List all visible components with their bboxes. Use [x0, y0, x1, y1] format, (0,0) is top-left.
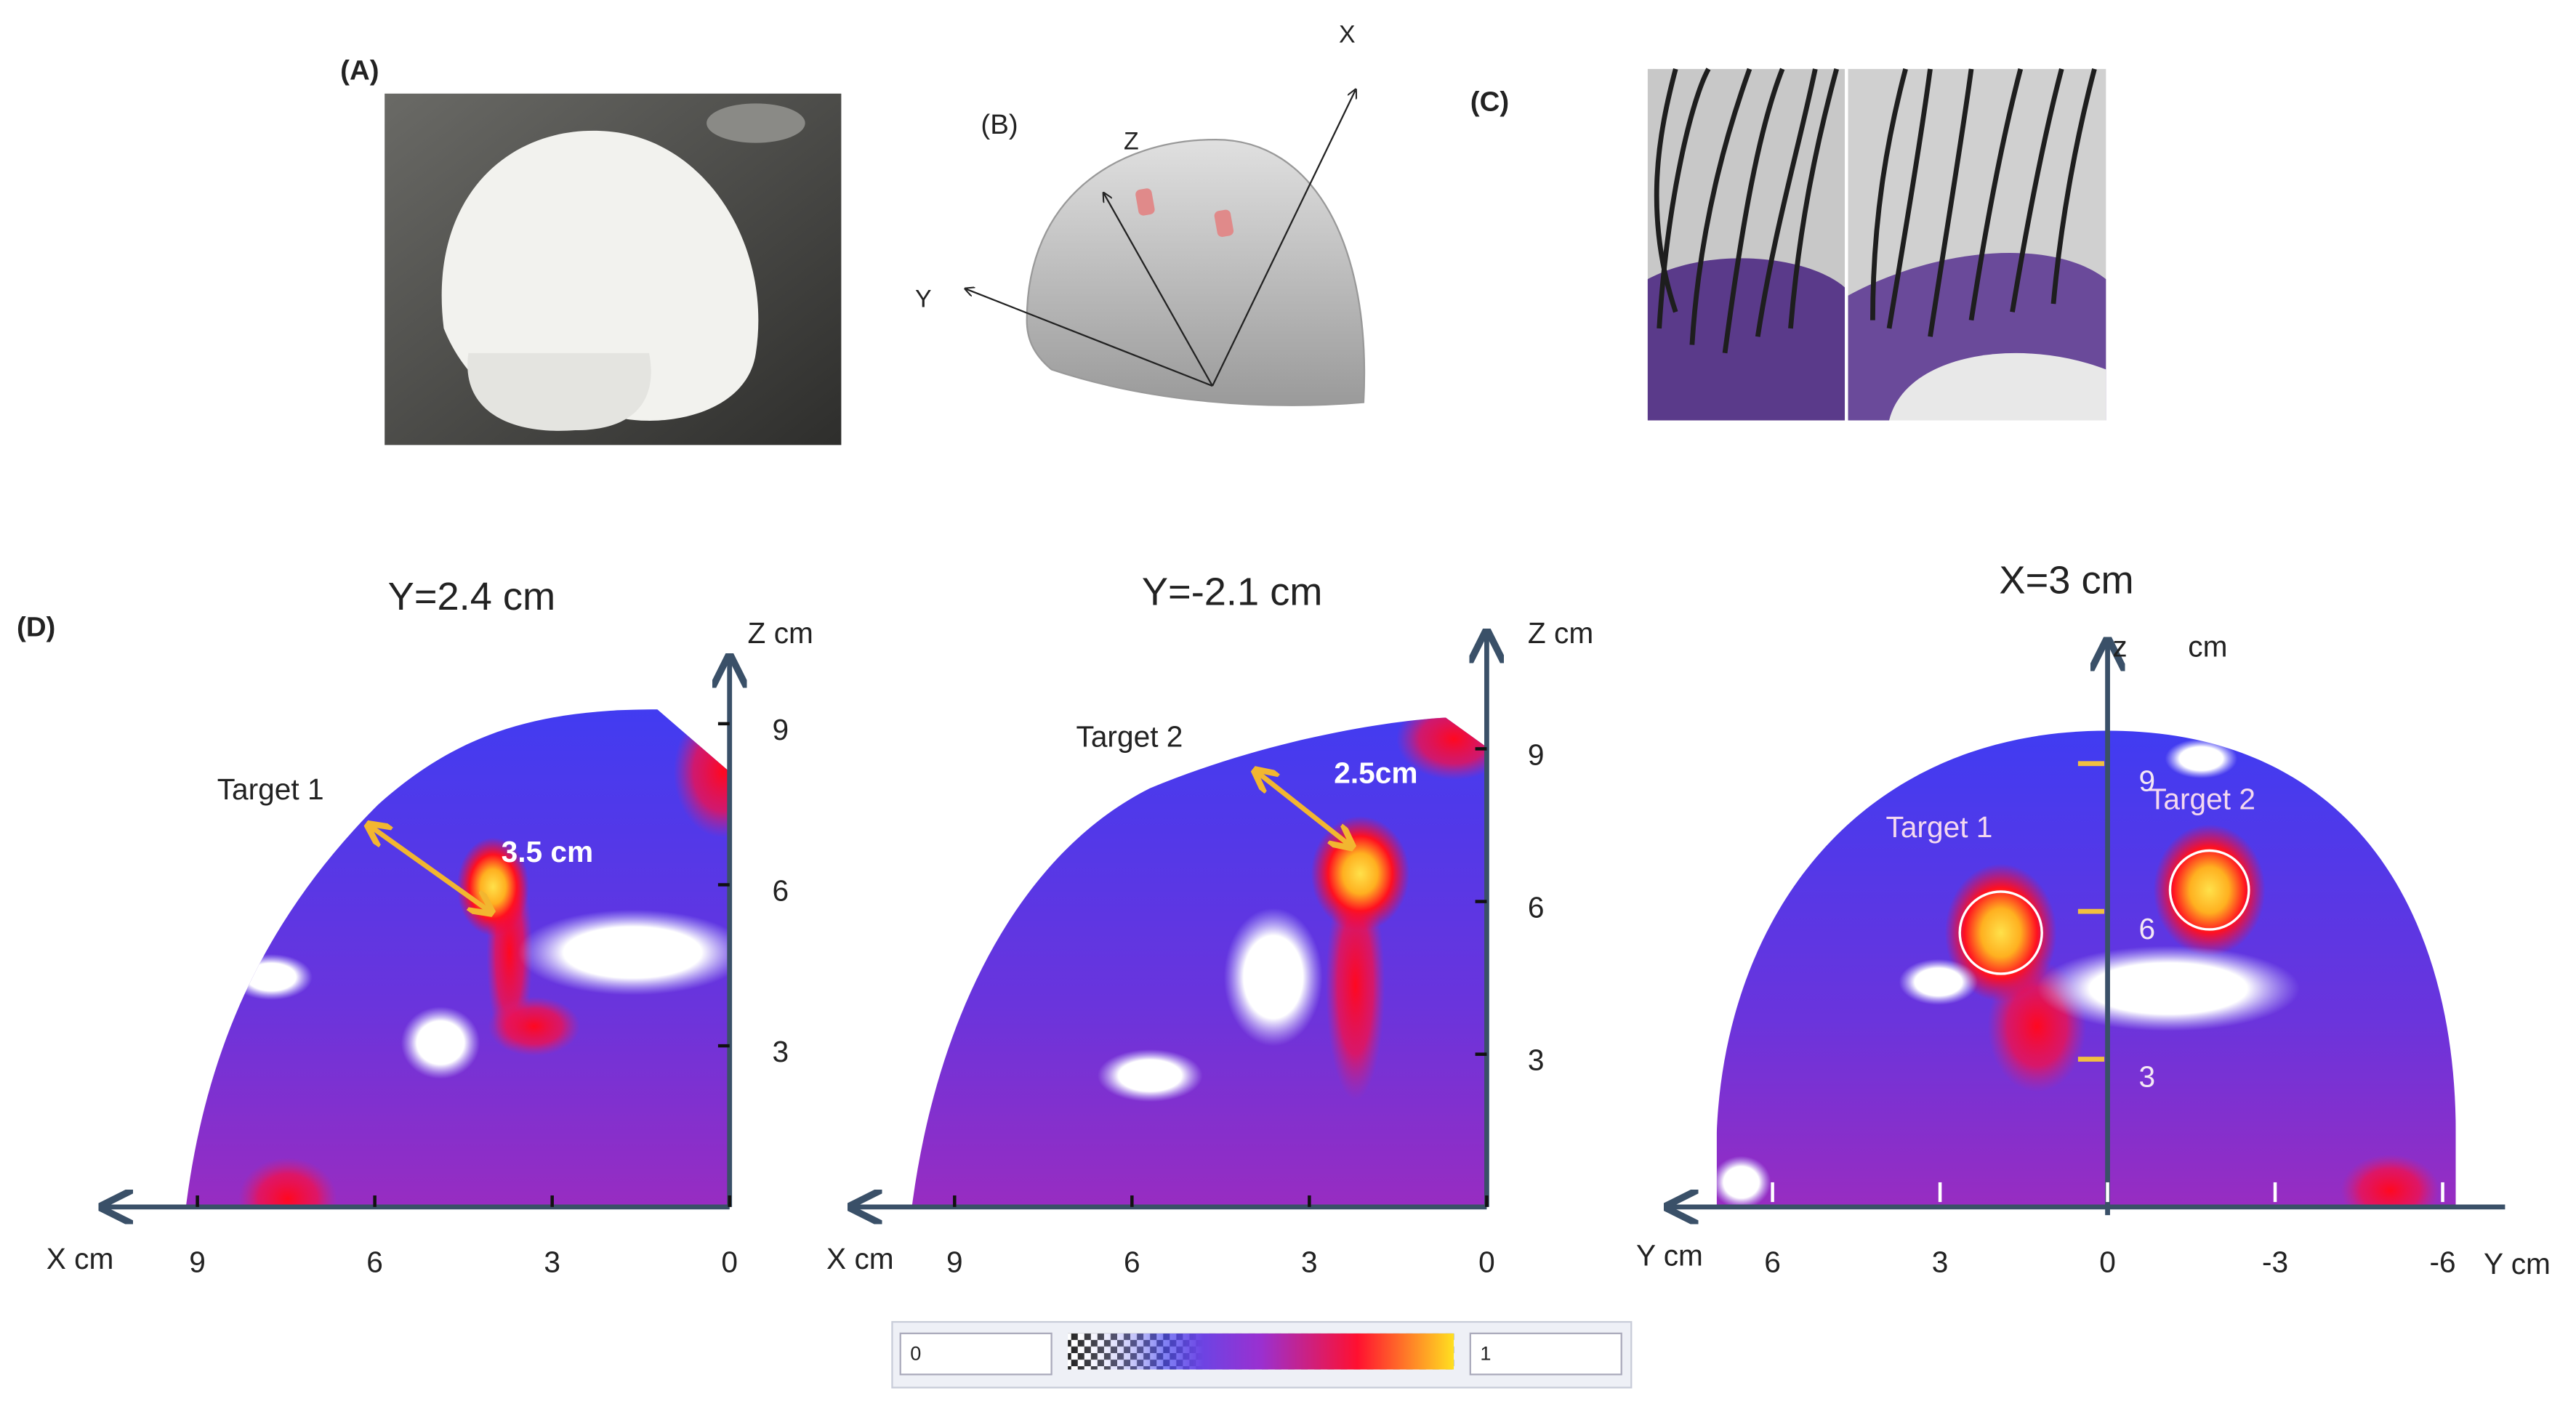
x-tick-label: 9	[946, 1246, 963, 1279]
colorbar-min: 0	[910, 1342, 921, 1364]
x-tick-label: 3	[544, 1246, 560, 1279]
colorbar: 0 1	[891, 1320, 1633, 1389]
z-tick-label: 3	[2138, 1060, 2155, 1093]
panel-label: (C)	[1470, 86, 1509, 117]
z-tick-label: 9	[772, 713, 789, 746]
x-tick-label: 6	[1764, 1246, 1781, 1279]
distance-arrow	[1257, 772, 1351, 846]
dome	[1026, 138, 1366, 406]
x-tick-label: -3	[2262, 1246, 2288, 1279]
cables	[1654, 68, 2097, 354]
axis-label: Y cm	[2484, 1247, 2551, 1280]
axis-label: Z cm	[748, 616, 813, 650]
x-tick-label: 0	[2099, 1246, 2116, 1279]
target-label: Target 2	[2149, 782, 2255, 815]
target-marker	[1135, 188, 1155, 216]
x-tick-label: 6	[1124, 1246, 1140, 1279]
phantom-head	[441, 130, 759, 424]
x-tick-label: 3	[1301, 1246, 1318, 1279]
axis-label: X	[1339, 21, 1356, 49]
colorbar-max-box	[1469, 1332, 1622, 1376]
axis-arrow	[1104, 194, 1214, 387]
heatmap	[185, 709, 730, 1207]
electrode-photo	[1647, 68, 2106, 421]
colorbar-max: 1	[1480, 1342, 1491, 1364]
phantom-photo	[385, 93, 842, 445]
target-marker	[1214, 209, 1234, 238]
photo-object	[707, 103, 805, 143]
colorbar-min-box	[899, 1332, 1052, 1376]
x-tick-label: -6	[2429, 1246, 2455, 1279]
x-tick-label: 0	[721, 1246, 738, 1279]
plot-title: Y=-2.1 cm	[1142, 570, 1323, 613]
cap	[1647, 258, 1846, 421]
panel-label: (A)	[340, 55, 379, 86]
z-tick-label: 3	[1528, 1044, 1545, 1077]
colorbar-gradient	[1068, 1333, 1454, 1370]
axis-arrow	[1212, 90, 1356, 387]
z-tick-label: 9	[2138, 764, 2155, 798]
panel-label: (D)	[17, 612, 55, 643]
distance-label: 2.5cm	[1334, 756, 1417, 789]
axis-label: X cm	[826, 1242, 894, 1275]
axis-label: X cm	[47, 1242, 114, 1275]
z-tick-label: 6	[2138, 912, 2155, 945]
axis-label: Z cm	[1528, 616, 1593, 650]
x-tick-label: 6	[366, 1246, 383, 1279]
axes	[105, 635, 2505, 1215]
distance-arrow	[370, 826, 490, 912]
heatmap	[911, 717, 1487, 1207]
heatmap	[1716, 730, 2456, 1207]
axis-label: Y	[915, 285, 932, 312]
plot-title: Y=2.4 cm	[388, 575, 556, 618]
panel-label: (B)	[981, 109, 1018, 140]
phantom	[1889, 352, 2106, 421]
target-circle	[2168, 849, 2250, 931]
x-tick-label: 3	[1932, 1246, 1949, 1279]
z-tick-label: 6	[772, 874, 789, 908]
z-tick-label: 3	[772, 1035, 789, 1068]
target-label: Target 1	[1886, 810, 1993, 844]
z-tick-label: 9	[1528, 738, 1545, 771]
axis-label: Z	[1124, 128, 1139, 156]
plot-title: X=3 cm	[1999, 559, 2133, 602]
axis-unit: cm	[2188, 629, 2227, 663]
phantom-base	[467, 352, 651, 431]
x-tick-label: 0	[1478, 1246, 1495, 1279]
target-label: Target 1	[217, 772, 324, 806]
axis-arrow	[966, 289, 1213, 387]
target-label: Target 2	[1076, 720, 1183, 754]
x-tick-label: 9	[189, 1246, 206, 1279]
target-circle	[1958, 890, 2043, 975]
z-tick-label: 6	[1528, 891, 1545, 924]
dome-schematic	[966, 90, 1366, 406]
distance-label: 3.5 cm	[502, 835, 594, 868]
axis-label: Y cm	[1636, 1239, 1703, 1272]
axis-label: z	[2112, 629, 2127, 663]
